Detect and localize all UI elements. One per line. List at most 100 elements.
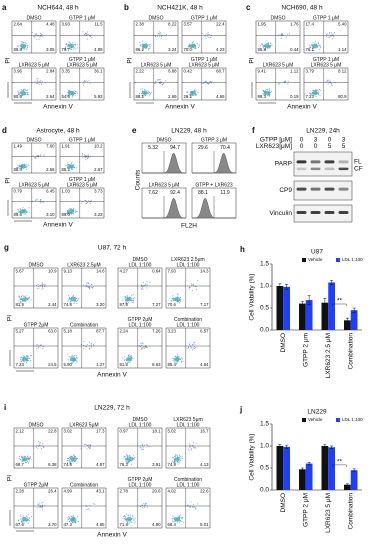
error-bar: [278, 443, 282, 449]
blot-frame: [293, 204, 353, 223]
quadrant-value: 4.85: [96, 522, 105, 527]
quadrant-value: 4.27: [120, 269, 129, 274]
gate-value: 11.9: [220, 190, 230, 196]
quadrant-value: 2.24: [120, 329, 129, 334]
quadrant-value: 18.1: [152, 429, 161, 434]
quadrant-value: 1.14: [338, 47, 347, 52]
cell-dots: [123, 443, 150, 465]
bar: [299, 303, 306, 330]
quadrant-value: 89.8: [14, 47, 23, 52]
quadrant-value: 7.27: [152, 302, 161, 307]
quadrant-value: 2.67: [94, 167, 103, 172]
x-axis-label: Annexin V: [97, 372, 127, 379]
quadrant-value: 89.6: [14, 212, 23, 217]
panel-title: NCH690, 48 h: [281, 5, 323, 12]
significance-bracket: [332, 464, 347, 467]
histogram-label: GTPP + LXR623: [195, 182, 233, 188]
quadrant-value: 7.23: [16, 362, 25, 367]
plot-core: [126, 297, 132, 302]
plot-label: GTPP 2μM: [24, 322, 49, 328]
plot-label: GTPP 1 μM: [69, 57, 95, 63]
plot-label: DMSO: [27, 137, 42, 143]
error-bar: [307, 462, 311, 466]
quadrant-value: 0.44: [290, 47, 299, 52]
panel-letter: a: [2, 3, 7, 12]
plot-frame: [133, 20, 179, 54]
quadrant-value: 11.5: [94, 22, 103, 27]
x-axis-label: Annexin V: [43, 222, 73, 229]
plot-core: [20, 90, 26, 95]
quadrant-value: 8.22: [168, 22, 177, 27]
quadrant-value: 4.02: [168, 489, 177, 494]
quadrant-value: 5.67: [16, 269, 25, 274]
quadrant-value: 5.18: [64, 329, 73, 334]
lane-value: 5: [342, 143, 346, 150]
error-bar: [352, 468, 356, 472]
plot-frame: [59, 20, 105, 54]
plot-core: [70, 457, 76, 462]
quadrant-value: 3.57: [184, 22, 193, 27]
quadrant-value: 3.23: [168, 329, 177, 334]
y-axis-label: PI: [5, 177, 12, 183]
lane-value: 5: [328, 143, 332, 150]
plot-frame: [181, 20, 227, 54]
quadrant-value: 85.2: [62, 167, 71, 172]
quadrant-value: 1.76: [290, 22, 299, 27]
quadrant-value: 1.91: [62, 144, 71, 149]
gate-value: 5.32: [148, 145, 158, 151]
x-tick-label: LXR623 5 μM: [325, 493, 332, 533]
y-tick-label: 1.5: [260, 261, 269, 268]
plot-label: DMSO: [27, 15, 42, 21]
quadrant-value: 4.80: [152, 522, 161, 527]
quadrant-value: 2.28: [16, 489, 25, 494]
plot-label: LXR623 2.5μM: [67, 262, 100, 268]
quadrant-value: 88.4: [14, 167, 23, 172]
plot-label: GTPP 1 μM: [69, 15, 95, 21]
x-tick-label: Combination: [347, 493, 354, 530]
blot-frame: [293, 180, 353, 201]
plot-core: [264, 43, 270, 48]
quadrant-value: 74.8: [64, 462, 73, 467]
plot-core: [20, 164, 26, 169]
plot-label: LXR623 5μM: [69, 422, 98, 428]
quadrant-value: 6.88: [168, 69, 177, 74]
quadrant-value: 36.1: [94, 69, 103, 74]
error-bar: [323, 298, 327, 308]
quadrant-value: 22.6: [200, 489, 209, 494]
plot-core: [174, 457, 180, 462]
quadrant-value: 7.26: [152, 329, 161, 334]
cell-dots: [67, 282, 95, 304]
gate-value: 88.1: [198, 190, 208, 196]
plot-core: [70, 517, 76, 522]
quadrant-value: 89.0: [62, 212, 71, 217]
quadrant-value: 8.63: [152, 362, 161, 367]
legend-swatch: [336, 258, 340, 262]
quadrant-value: 3.96: [14, 69, 23, 74]
plot-core: [22, 457, 28, 462]
quadrant-value: 4.87: [96, 462, 105, 467]
quadrant-value: 8.12: [338, 69, 347, 74]
quadrant-value: 16.7: [200, 429, 209, 434]
chart-title: U87: [311, 249, 323, 256]
quadrant-value: 1.49: [14, 144, 23, 149]
quadrant-value: 7.93: [168, 269, 177, 274]
quadrant-value: 24.5: [48, 362, 57, 367]
x-axis-label: Annexin V: [97, 532, 127, 539]
gate-value: 70.4: [220, 145, 230, 151]
error-bar: [323, 444, 327, 448]
quadrant-value: 2.78: [120, 489, 129, 494]
cell-dots: [64, 31, 93, 51]
plot-core: [312, 90, 318, 95]
x-tick-label: DMSO: [280, 493, 287, 513]
histogram-peak: [192, 152, 236, 174]
quadrant-value: 3.79: [306, 69, 315, 74]
plot-label: GTPP 1 μM: [313, 57, 339, 63]
plot-core: [126, 357, 132, 362]
y-axis-label: PI: [249, 57, 256, 63]
bar: [299, 469, 306, 490]
blot-label: CP9: [279, 187, 292, 194]
plot-label: GTPP 1 μM: [191, 15, 217, 21]
legend-label: Vehicle: [308, 257, 323, 262]
plot-label: GTPP 1 μM: [69, 137, 95, 143]
quadrant-value: 90.6: [14, 94, 23, 99]
